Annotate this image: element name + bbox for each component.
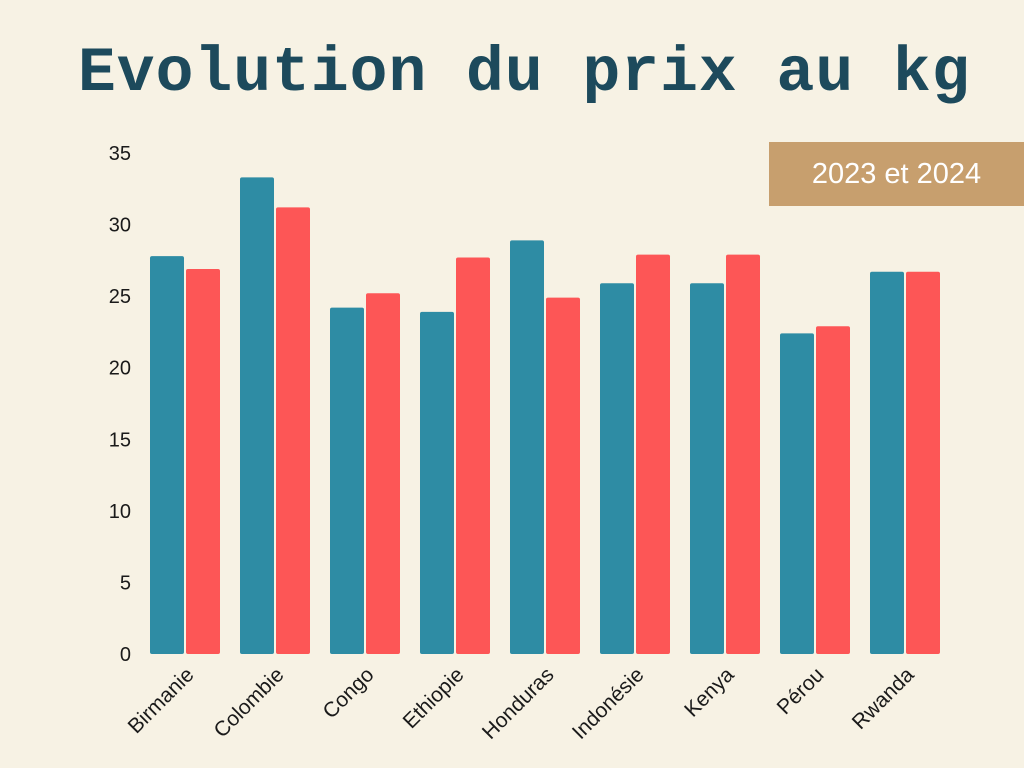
y-tick-label: 20	[109, 358, 131, 380]
chart-title: Evolution du prix au kg	[78, 38, 971, 109]
y-tick-label: 5	[120, 572, 131, 594]
bar-series2	[636, 254, 670, 655]
bar-series1	[690, 283, 724, 654]
bar-series1	[420, 311, 454, 654]
y-tick-label: 30	[109, 215, 131, 237]
x-category-label: Rwanda	[848, 663, 919, 734]
bar-series2	[816, 326, 850, 654]
bar-series2	[906, 271, 940, 654]
x-category-label: Honduras	[478, 663, 559, 744]
x-category-label: Kenya	[680, 663, 739, 722]
bar-series1	[870, 271, 904, 654]
bar-series2	[366, 293, 400, 654]
x-category-label: Ethiopie	[399, 663, 469, 733]
bar-series1	[600, 283, 634, 654]
x-category-label: Pérou	[773, 663, 829, 719]
bar-series1	[150, 256, 184, 654]
x-category-label: Congo	[319, 663, 379, 723]
x-category-label: Colombie	[210, 663, 289, 742]
bar-series1	[780, 333, 814, 654]
y-tick-label: 25	[109, 286, 131, 308]
bar-series2	[546, 297, 580, 654]
bar-series2	[726, 254, 760, 655]
bar-series2	[186, 268, 220, 654]
bar-series2	[276, 207, 310, 654]
y-tick-label: 35	[109, 143, 131, 165]
bar-series1	[240, 177, 274, 654]
x-category-label: Birmanie	[124, 663, 199, 738]
x-category-label: Indonésie	[568, 663, 649, 744]
bar-series1	[330, 307, 364, 654]
bar-series1	[510, 240, 544, 654]
period-badge: 2023 et 2024	[769, 142, 1024, 206]
y-tick-label: 10	[109, 501, 131, 523]
y-tick-label: 0	[120, 644, 131, 666]
y-tick-label: 15	[109, 429, 131, 451]
bar-series2	[456, 257, 490, 654]
